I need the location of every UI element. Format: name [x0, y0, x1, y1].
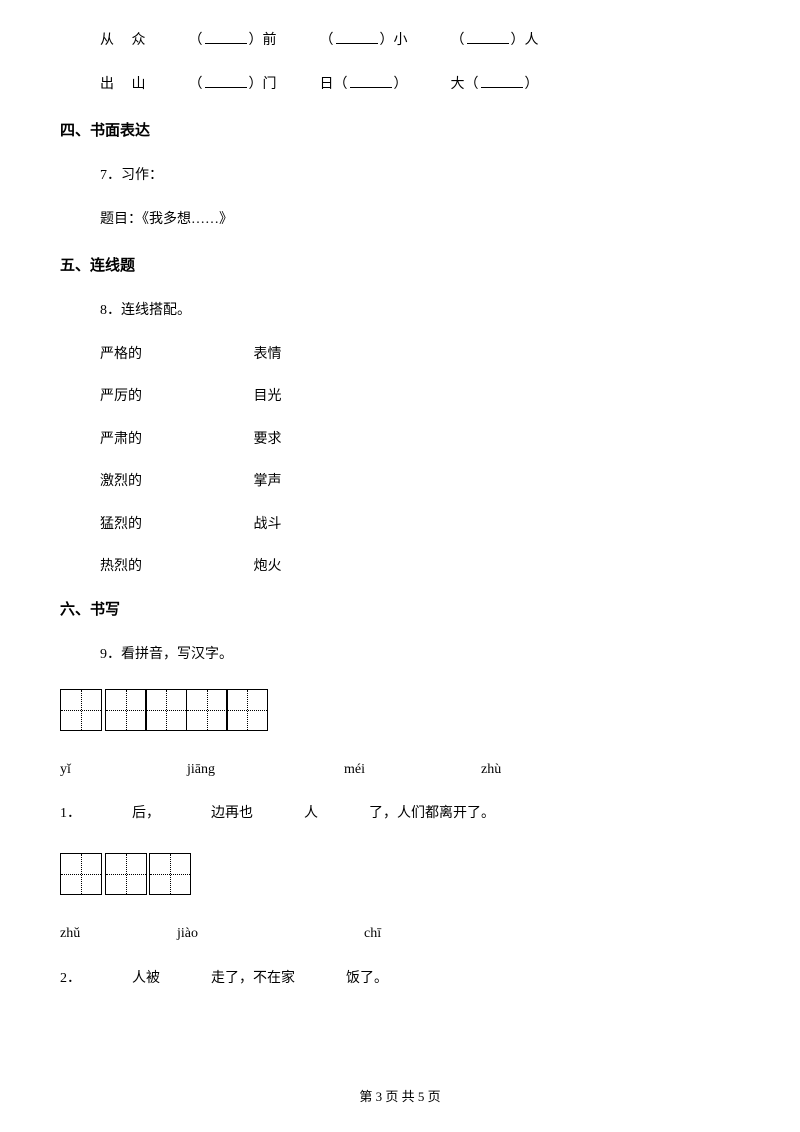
sentence-part: 人被: [132, 971, 160, 986]
grid-cell[interactable]: [145, 689, 187, 731]
pinyin: chī: [364, 923, 381, 945]
grid-cell[interactable]: [226, 689, 268, 731]
match-pair: 严肃的 要求: [60, 429, 740, 451]
grid-cell[interactable]: [60, 689, 102, 731]
writing-grid-2: [60, 853, 740, 895]
match-right: 炮火: [254, 556, 282, 578]
q9-label: 9．看拼音，写汉字。: [60, 644, 740, 666]
sentence-part: 人: [304, 806, 318, 821]
match-right: 表情: [254, 344, 282, 366]
char: 众: [132, 33, 146, 48]
char: 大: [451, 77, 465, 92]
pinyin: jiāng: [187, 759, 247, 781]
char: 从: [100, 33, 114, 48]
match-left: 严厉的: [100, 386, 250, 408]
q8-label: 8．连线搭配。: [60, 300, 740, 322]
sentence-part: 饭了。: [346, 971, 388, 986]
pinyin-row-2: zhǔ jiào chī: [60, 923, 740, 945]
blank-input[interactable]: [467, 30, 509, 44]
match-left: 严肃的: [100, 429, 250, 451]
match-right: 战斗: [254, 514, 282, 536]
sentence-part: 走了，不在家: [211, 971, 295, 986]
sentence-num: 1．: [60, 806, 81, 821]
char: 出: [100, 77, 114, 92]
grid-cell[interactable]: [60, 853, 102, 895]
char: 门: [263, 77, 277, 92]
blank-input[interactable]: [205, 30, 247, 44]
blank-input[interactable]: [350, 74, 392, 88]
match-pair: 严格的 表情: [60, 344, 740, 366]
match-right: 掌声: [254, 471, 282, 493]
match-pair: 严厉的 目光: [60, 386, 740, 408]
char: 日: [320, 77, 334, 92]
match-right: 目光: [254, 386, 282, 408]
blank-input[interactable]: [481, 74, 523, 88]
pinyin-row-1: yǐ jiāng méi zhù: [60, 759, 740, 781]
match-left: 激烈的: [100, 471, 250, 493]
pinyin: jiào: [177, 923, 227, 945]
sentence-part: 了，人们都离开了。: [369, 806, 495, 821]
pinyin: zhǔ: [60, 923, 100, 945]
sentence-part: 后，: [132, 806, 160, 821]
grid-cell[interactable]: [105, 853, 147, 895]
q7-label: 7．习作：: [60, 165, 740, 187]
sentence-part: 边再也: [211, 806, 253, 821]
match-right: 要求: [254, 429, 282, 451]
char: 山: [132, 77, 146, 92]
match-pair: 激烈的 掌声: [60, 471, 740, 493]
grid-cell[interactable]: [149, 853, 191, 895]
fill-blank-row-1: 从 众 （）前 （）小 （）人: [60, 30, 740, 52]
blank-input[interactable]: [205, 74, 247, 88]
match-left: 严格的: [100, 344, 250, 366]
char: 前: [263, 33, 277, 48]
blank-input[interactable]: [336, 30, 378, 44]
char: 小: [394, 33, 408, 48]
match-left: 猛烈的: [100, 514, 250, 536]
match-left: 热烈的: [100, 556, 250, 578]
pinyin: yǐ: [60, 759, 90, 781]
sentence-2: 2． 人被 走了，不在家 饭了。: [60, 968, 740, 990]
section-5-title: 五、连线题: [60, 254, 740, 278]
grid-cell[interactable]: [105, 689, 147, 731]
q7-prompt: 题目：《我多想……》: [60, 209, 740, 231]
match-pair: 猛烈的 战斗: [60, 514, 740, 536]
grid-cell[interactable]: [186, 689, 228, 731]
section-6-title: 六、书写: [60, 598, 740, 622]
char: 人: [525, 33, 539, 48]
fill-blank-row-2: 出 山 （）门 日（） 大（）: [60, 74, 740, 96]
match-pair: 热烈的 炮火: [60, 556, 740, 578]
sentence-num: 2．: [60, 971, 81, 986]
writing-grid-1: [60, 689, 740, 731]
page-footer: 第 3 页 共 5 页: [0, 1087, 800, 1108]
pinyin: méi: [344, 759, 384, 781]
pinyin: zhù: [481, 759, 501, 781]
sentence-1: 1． 后， 边再也 人 了，人们都离开了。: [60, 803, 740, 825]
section-4-title: 四、书面表达: [60, 119, 740, 143]
